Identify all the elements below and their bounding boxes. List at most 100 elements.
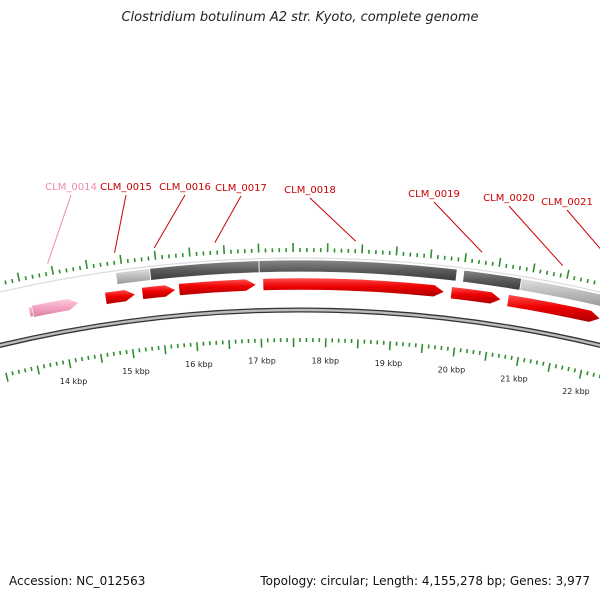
inner-tick <box>478 350 481 355</box>
gene-arrows <box>28 277 600 323</box>
outer-tick <box>99 262 102 267</box>
outer-tick <box>525 267 528 272</box>
outer-tick <box>532 263 536 273</box>
inner-tick <box>68 359 72 369</box>
gene-label-clm_0016: CLM_0016 <box>159 182 211 193</box>
inner-tick <box>42 364 46 369</box>
inner-tick <box>49 362 52 368</box>
outer-tick <box>552 271 556 277</box>
outer-tick <box>38 273 41 278</box>
inner-tick <box>93 354 96 359</box>
inner-tick <box>106 352 109 357</box>
inner-tick <box>125 349 128 355</box>
inner-tick <box>452 347 456 357</box>
gene-label-clm_0015: CLM_0015 <box>100 182 152 193</box>
inner-tick <box>586 371 589 376</box>
axis-label: 16 kbp <box>185 360 213 369</box>
inner-tick <box>388 341 392 351</box>
outer-tick <box>222 245 226 255</box>
inner-tick-marks <box>5 338 600 382</box>
outer-tick <box>464 253 467 263</box>
outer-tick <box>593 280 596 285</box>
outer-tick <box>395 246 398 256</box>
gene-arrow-clm_0015 <box>104 289 137 305</box>
outer-tick <box>512 264 515 270</box>
inner-tick <box>504 354 507 359</box>
outer-tick <box>539 269 542 274</box>
inner-tick <box>523 358 526 363</box>
inner-tick <box>23 368 27 373</box>
outer-tick <box>16 272 21 282</box>
axis-label: 21 kbp <box>500 375 528 384</box>
leader-line-clm_0021 <box>566 209 600 250</box>
outer-tick <box>579 277 583 282</box>
backbone-ring <box>0 307 600 349</box>
backbone-ring-highlight <box>0 308 600 347</box>
gene-arrow-clm_0014 <box>31 298 80 318</box>
inner-tick <box>554 364 558 369</box>
inner-tick <box>573 368 577 373</box>
outer-tick <box>126 258 129 264</box>
outer-tick <box>92 263 95 268</box>
feature-blocks <box>115 259 600 307</box>
outer-tick <box>31 274 34 279</box>
gene-label-clm_0019: CLM_0019 <box>408 189 460 200</box>
outer-tick <box>119 254 123 265</box>
outer-tick <box>65 268 68 273</box>
outer-tick <box>113 260 116 265</box>
feature-block-4 <box>519 278 600 307</box>
inner-tick <box>5 372 9 382</box>
inner-tick <box>491 352 494 357</box>
inner-tick <box>578 369 583 379</box>
outer-tick <box>566 269 570 279</box>
outer-tick <box>484 260 487 265</box>
outer-tick <box>84 259 88 270</box>
gene-arrow-clm_0017 <box>178 278 257 296</box>
outer-tick <box>72 267 75 272</box>
axis-label: 19 kbp <box>375 359 403 368</box>
outer-tick <box>559 273 562 278</box>
gene-label-clm_0018: CLM_0018 <box>284 185 336 196</box>
leader-line-clm_0014 <box>47 194 72 264</box>
genome-backbone <box>0 257 600 349</box>
feature-block-1 <box>149 260 260 281</box>
outer-tick <box>505 263 508 268</box>
gene-label-clm_0021: CLM_0021 <box>541 197 593 208</box>
gene-arrow-clm_0019 <box>450 286 502 305</box>
gene-arrow-clm_0016 <box>141 284 177 300</box>
inner-tick <box>87 355 90 361</box>
leader-line-clm_0017 <box>214 195 242 243</box>
outer-tick <box>4 280 7 285</box>
inner-tick <box>74 358 77 363</box>
inner-tick <box>17 369 21 374</box>
feature-block-3 <box>462 269 523 291</box>
outer-tick <box>11 278 14 284</box>
outer-tick <box>545 270 549 275</box>
leader-line-clm_0019 <box>433 201 483 253</box>
inner-tick <box>196 342 199 352</box>
inner-tick <box>99 353 103 363</box>
inner-tick <box>542 361 545 366</box>
outer-tick-marks <box>0 243 600 286</box>
outer-tick <box>188 247 191 257</box>
leader-line-clm_0015 <box>114 194 127 253</box>
gene-label-clm_0017: CLM_0017 <box>215 183 267 194</box>
outer-tick <box>50 265 55 275</box>
inner-tick <box>547 362 551 372</box>
inner-tick <box>567 366 570 372</box>
inner-tick <box>510 355 513 361</box>
gene-labels: CLM_0014 CLM_0015 CLM_0016 CLM_0017 CLM_0018… <box>45 182 600 266</box>
axis-label: 15 kbp <box>122 367 150 376</box>
feature-block-0 <box>115 268 152 286</box>
outer-tick <box>24 276 27 281</box>
inner-tick <box>119 350 122 355</box>
inner-tick <box>61 360 65 365</box>
outer-tick <box>106 261 109 266</box>
outer-tick <box>586 278 589 284</box>
inner-tick <box>484 351 488 361</box>
inner-tick <box>228 339 231 350</box>
outer-tick <box>471 258 474 264</box>
axis-label: 22 kbp <box>562 387 590 396</box>
outer-tick <box>518 265 522 271</box>
